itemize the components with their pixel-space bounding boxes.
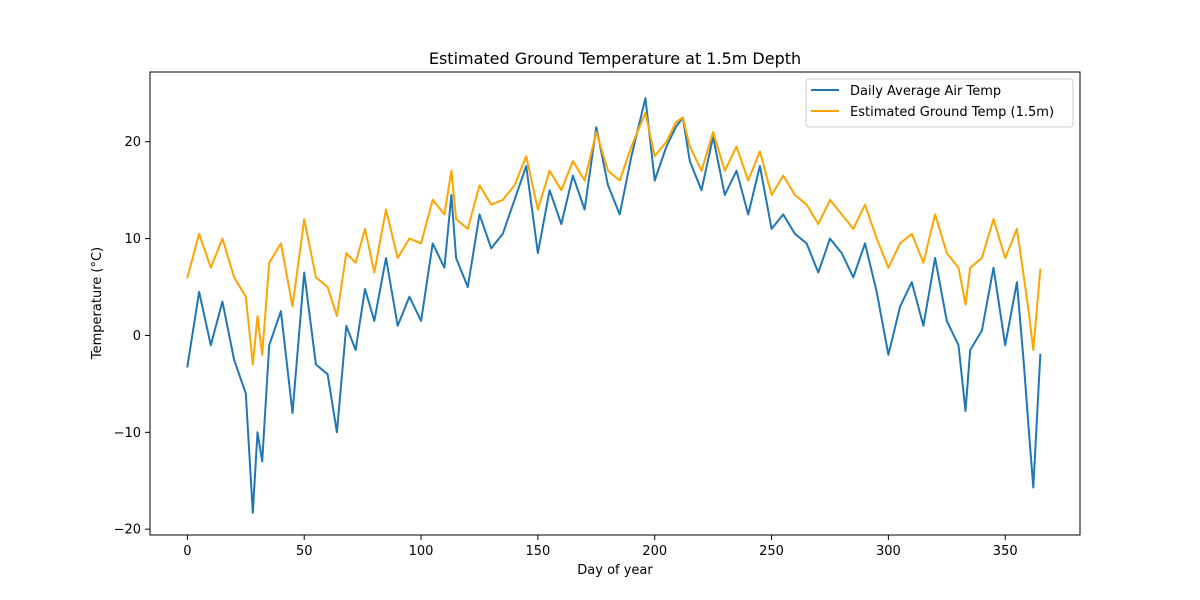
y-tick-label: 10: [124, 232, 141, 247]
y-tick-label: 20: [124, 135, 141, 150]
x-tick-label: 100: [409, 544, 434, 559]
y-axis-label: Temperature (°C): [90, 247, 105, 360]
legend-label-air-temp: Daily Average Air Temp: [850, 84, 1001, 99]
y-tick-label: −20: [114, 523, 141, 538]
series-line-0: [186, 97, 1042, 514]
x-tick-label: 350: [993, 544, 1018, 559]
y-axis: −20 −10 0 10 20: [114, 135, 150, 538]
x-tick-label: 150: [525, 544, 550, 559]
plot-area: [150, 72, 1080, 535]
chart-title: Estimated Ground Temperature at 1.5m Dep…: [429, 49, 801, 68]
x-tick-label: 0: [183, 544, 191, 559]
legend: Daily Average Air Temp Estimated Ground …: [805, 78, 1074, 128]
x-tick-label: 250: [759, 544, 784, 559]
series-line-1: [186, 111, 1042, 366]
y-tick-label: 0: [133, 329, 141, 344]
plot-frame: [149, 71, 1081, 536]
x-axis-label: Day of year: [577, 563, 653, 578]
x-tick-label: 50: [296, 544, 313, 559]
x-axis: 0 50 100 150 200 250 300 350: [183, 535, 1018, 559]
series-layer: [186, 97, 1042, 514]
x-tick-label: 200: [642, 544, 667, 559]
legend-label-ground-temp: Estimated Ground Temp (1.5m): [850, 105, 1054, 120]
x-tick-label: 300: [876, 544, 901, 559]
legend-box: [805, 78, 1074, 128]
y-tick-label: −10: [114, 426, 141, 441]
